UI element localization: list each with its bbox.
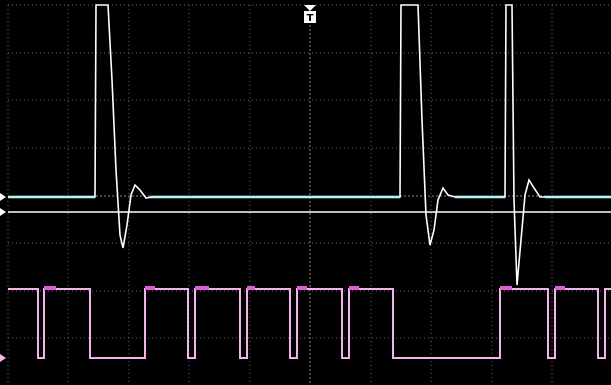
page: T (() => { const data = JSON.parse(docum… xyxy=(0,0,611,385)
scope-screen: T xyxy=(0,0,611,385)
background xyxy=(0,0,611,385)
trigger-label: T xyxy=(307,13,314,24)
